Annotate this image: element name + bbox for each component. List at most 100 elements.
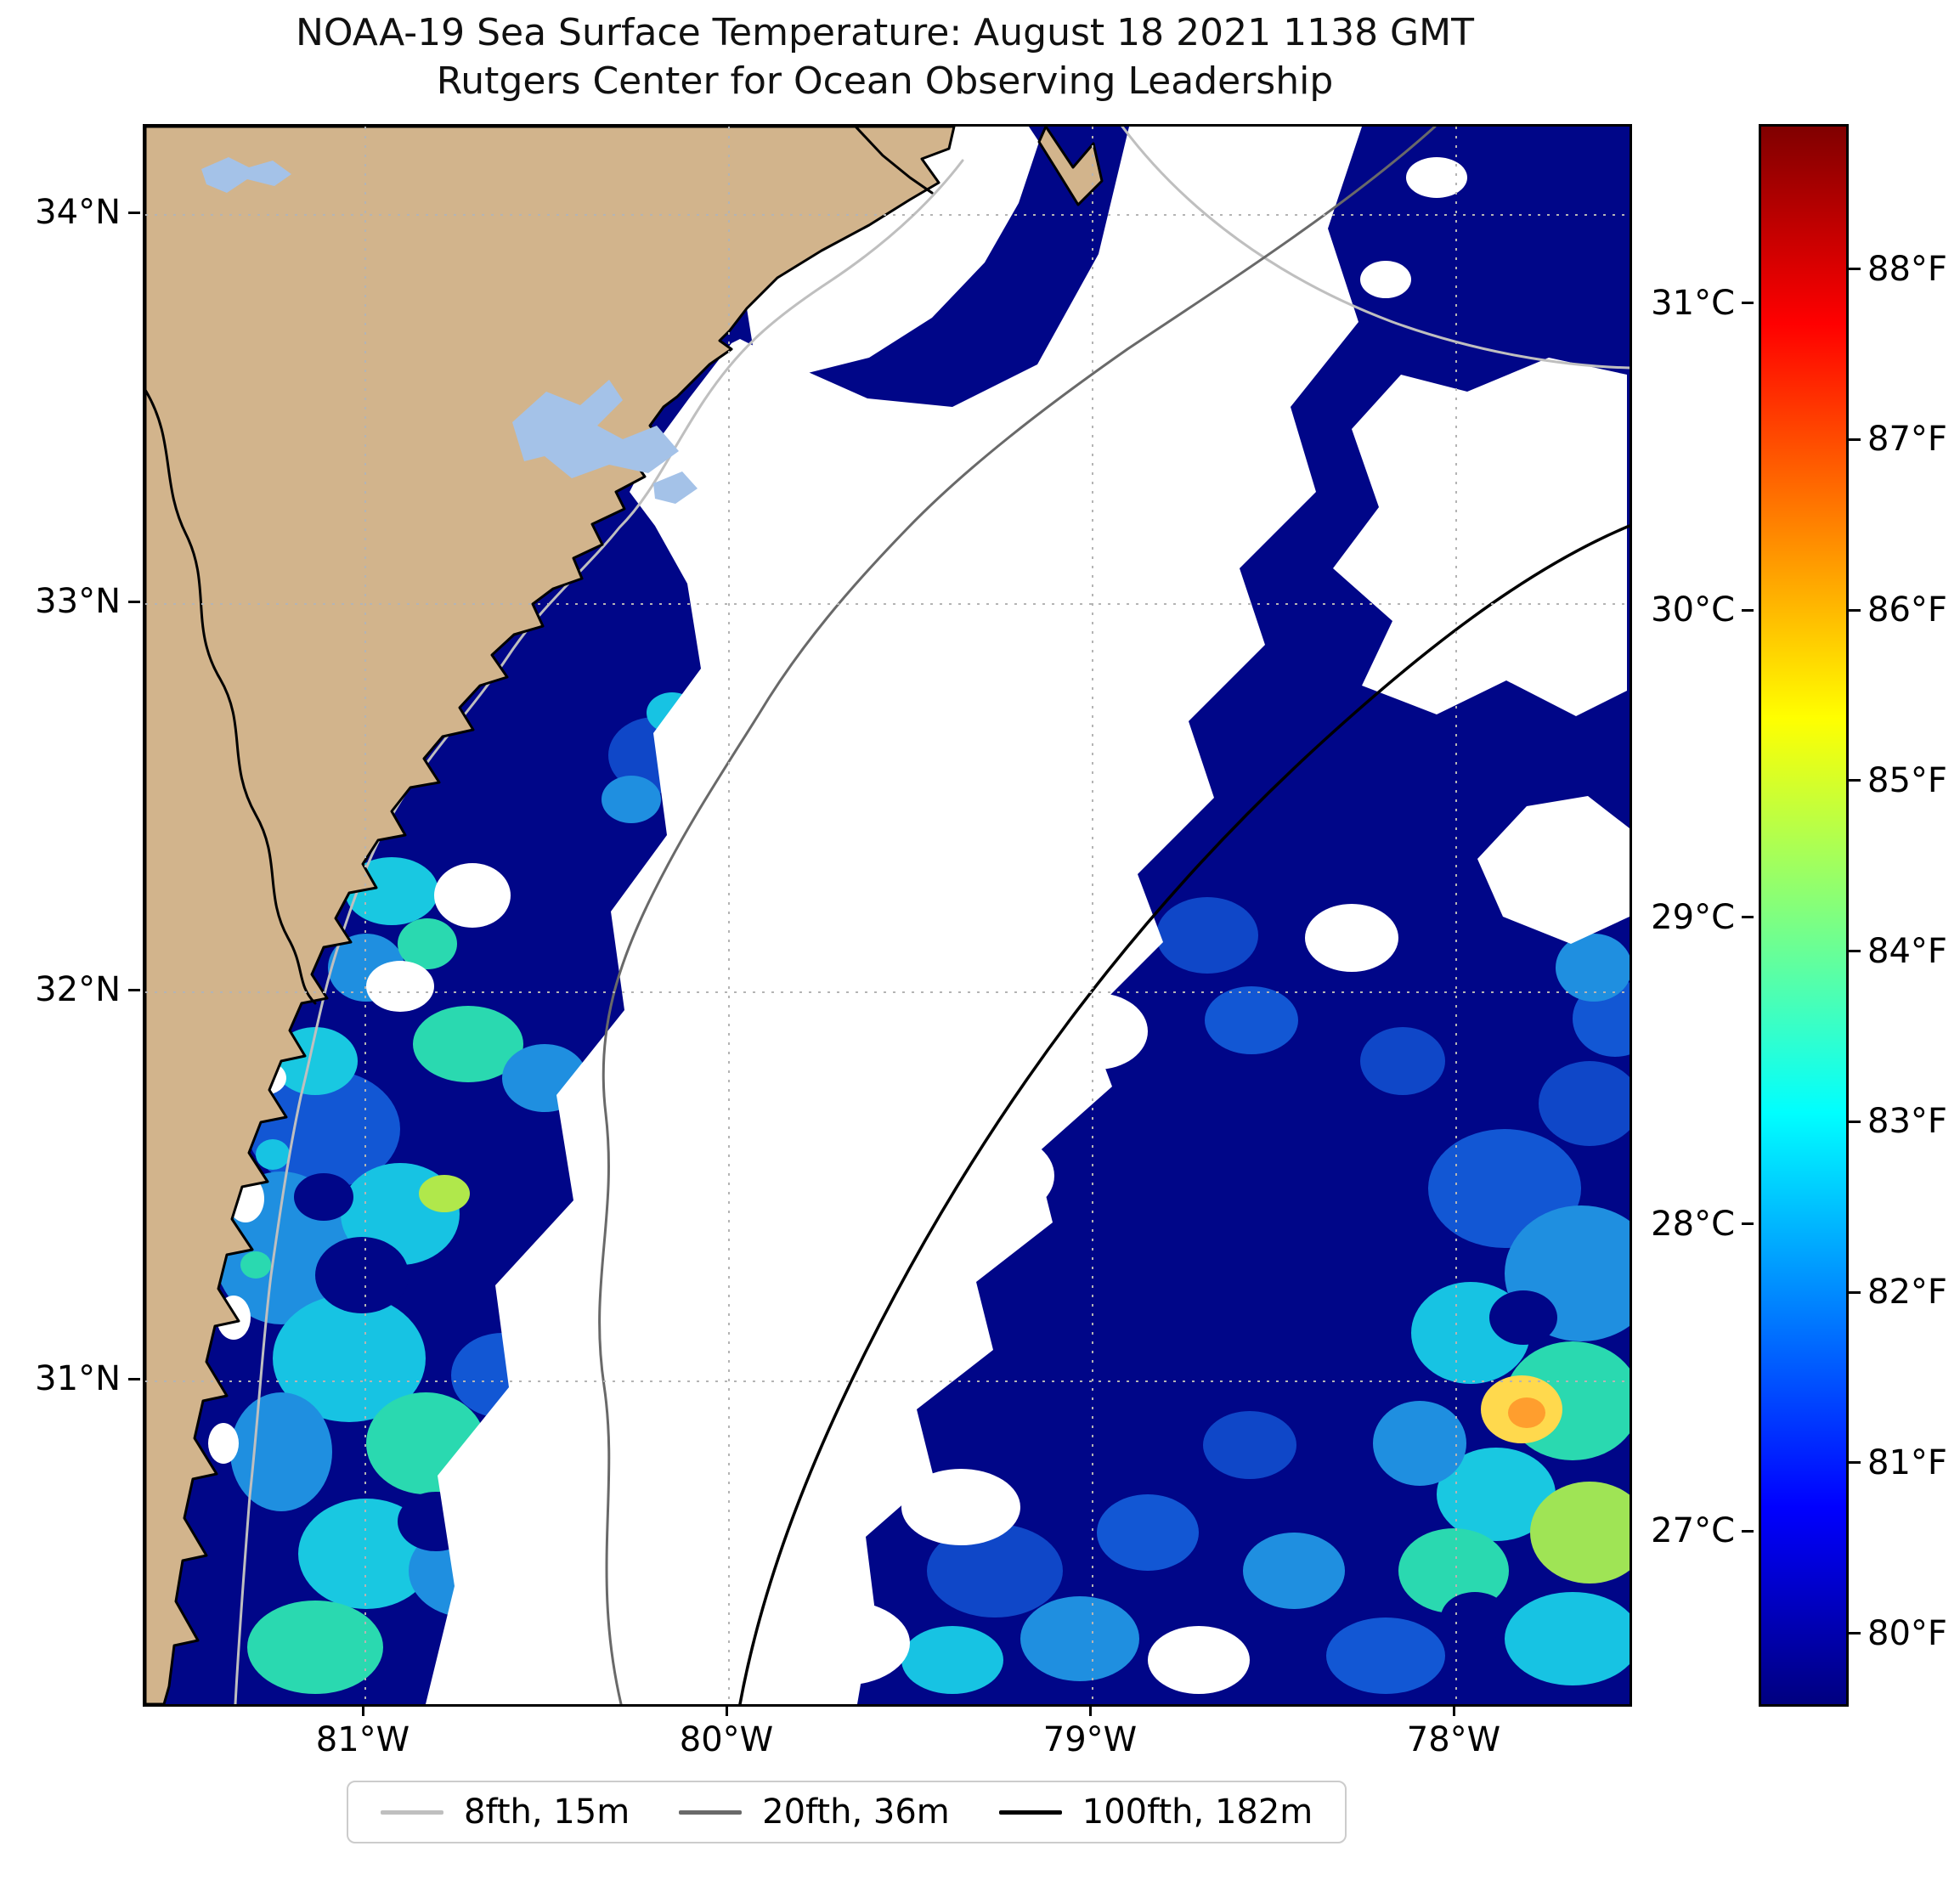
colorbar-tick-c: [1742, 916, 1754, 919]
sst-warm-patch: [1505, 1592, 1630, 1685]
x-tick-label: 79°W: [1042, 1720, 1138, 1759]
sst-warm-patch: [1556, 934, 1630, 1002]
colorbar-tick-f: [1849, 268, 1861, 271]
y-tick-label: 32°N: [35, 970, 121, 1009]
title-line2: Rutgers Center for Ocean Observing Leade…: [436, 59, 1334, 104]
sst-cool-patch: [1441, 1592, 1509, 1643]
cloud-patch: [664, 1350, 816, 1452]
x-tick-label: 81°W: [315, 1720, 410, 1759]
colorbar-label-f: 84°F: [1867, 931, 1947, 971]
sst-warm-patch: [1203, 1411, 1296, 1479]
cape-fear-land: [1037, 127, 1104, 206]
sst-cool-patch: [315, 1237, 409, 1313]
cloud-patch: [1305, 904, 1398, 972]
sst-warm-patch: [1020, 1596, 1139, 1681]
sst-warm-patch: [1437, 1448, 1556, 1541]
y-tick-mark: [128, 1377, 140, 1380]
cloud-nearshore: [747, 127, 1039, 375]
contour-8fth: [1121, 127, 1630, 370]
lake: [512, 380, 679, 478]
sst-warm-patch: [1539, 1061, 1630, 1146]
legend-label: 20fth, 36m: [762, 1792, 950, 1832]
x-tick-mark: [361, 1704, 364, 1716]
lake: [653, 471, 698, 504]
legend-item: 8fth, 15m: [381, 1792, 630, 1832]
legend-item: 20fth, 36m: [679, 1792, 950, 1832]
cloud-band: [426, 127, 1362, 1704]
chart-title: NOAA-19 Sea Surface Temperature: August …: [143, 8, 1627, 105]
colorbar-label-f: 83°F: [1867, 1102, 1947, 1142]
cloud-patch: [630, 1490, 748, 1575]
sst-warm-patch: [1156, 897, 1258, 974]
colorbar-tick-f: [1849, 1290, 1861, 1294]
colorbar-label-f: 86°F: [1867, 590, 1947, 630]
colorbar-tick-f: [1849, 1120, 1861, 1123]
y-tick-mark: [128, 988, 140, 991]
contour-100fth: [738, 524, 1630, 1704]
colorbar-tick-c: [1742, 1222, 1754, 1226]
sst-warm-patch: [230, 1392, 332, 1511]
cloud-patch: [208, 1423, 239, 1464]
cloud-patch: [366, 961, 434, 1012]
legend-label: 100fth, 182m: [1082, 1792, 1313, 1832]
sst-warm-patch: [1398, 1528, 1509, 1613]
sst-warm-patch: [1530, 1482, 1630, 1584]
cloud-east: [1333, 358, 1627, 716]
colorbar-tick-f: [1849, 950, 1861, 953]
x-tick-mark: [1088, 1704, 1092, 1716]
colorbar-label-c: 29°C: [1651, 897, 1735, 937]
colorbar-tick-f: [1849, 608, 1861, 612]
sst-warm-patch: [398, 918, 457, 969]
sst-warm-patch: [1508, 1397, 1545, 1428]
colorbar-label-f: 85°F: [1867, 760, 1947, 800]
legend-line-sample: [679, 1809, 743, 1815]
colorbar-label-f: 88°F: [1867, 249, 1947, 289]
y-tick-mark: [128, 211, 140, 214]
legend-label: 8fth, 15m: [464, 1792, 630, 1832]
cloud-patch: [935, 1133, 1054, 1218]
colorbar-label-c: 31°C: [1651, 283, 1735, 323]
sst-warm-patch: [1097, 1494, 1199, 1571]
legend-line-sample: [381, 1809, 443, 1815]
colorbar-label-f: 80°F: [1867, 1613, 1947, 1653]
colorbar-label-c: 28°C: [1651, 1204, 1735, 1244]
y-tick-label: 33°N: [35, 582, 121, 621]
sst-warm-patch: [240, 1251, 271, 1279]
river: [145, 388, 317, 1005]
colorbar-tick-c: [1742, 302, 1754, 305]
x-tick-label: 78°W: [1406, 1720, 1501, 1759]
sst-warm-patch: [602, 776, 661, 823]
y-tick-label: 31°N: [35, 1359, 121, 1398]
sst-warm-patch: [927, 1524, 1063, 1617]
colorbar-label-c: 27°C: [1651, 1511, 1735, 1551]
sst-warm-patch: [901, 1626, 1003, 1694]
sst-warm-patch: [413, 1006, 523, 1082]
cloud-patch: [1406, 157, 1467, 198]
sst-warm-patch: [1243, 1533, 1345, 1609]
colorbar-label-f: 82°F: [1867, 1273, 1947, 1313]
sst-warm-patch: [1205, 986, 1298, 1054]
y-tick-mark: [128, 600, 140, 603]
cloud-patch: [774, 1601, 910, 1685]
x-tick-mark: [1452, 1704, 1455, 1716]
colorbar-label-c: 30°C: [1651, 590, 1735, 630]
title-line1: NOAA-19 Sea Surface Temperature: August …: [296, 11, 1474, 54]
map-panel: [143, 124, 1632, 1707]
legend-line-sample: [998, 1809, 1062, 1815]
contour-20fth: [598, 127, 1437, 1704]
sst-cool-patch: [294, 1173, 353, 1221]
x-tick-label: 80°W: [679, 1720, 774, 1759]
colorbar-tick-f: [1849, 438, 1861, 441]
cloud-patch: [1046, 993, 1148, 1070]
colorbar-tick-c: [1742, 608, 1754, 612]
cloud-patch: [434, 863, 511, 928]
x-tick-mark: [725, 1704, 728, 1716]
y-tick-label: 34°N: [35, 193, 121, 232]
colorbar-tick-f: [1849, 1632, 1861, 1635]
colorbar-tick-f: [1849, 1461, 1861, 1465]
sst-warm-patch: [419, 1175, 470, 1212]
colorbar-label-f: 81°F: [1867, 1442, 1947, 1482]
sst-warm-patch: [273, 1295, 426, 1422]
sst-map: [145, 127, 1630, 1704]
